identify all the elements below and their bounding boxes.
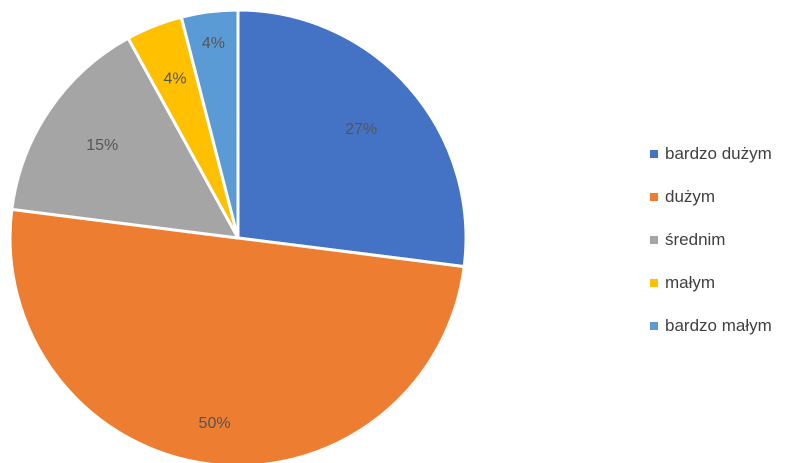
- legend-item: bardzo dużym: [650, 143, 772, 165]
- legend-label: średnim: [665, 230, 726, 249]
- legend-item: średnim: [650, 229, 772, 251]
- pie-slice-3: [10, 36, 240, 240]
- legend-label: bardzo małym: [665, 316, 772, 335]
- slice-data-label-1: 27%: [345, 121, 377, 138]
- legend-swatch: [650, 322, 658, 330]
- legend-label: małym: [665, 273, 716, 292]
- legend-item: dużym: [650, 186, 772, 208]
- slice-data-label-3: 15%: [86, 137, 118, 154]
- pie-slice-2: [8, 207, 466, 463]
- slice-data-label-2: 50%: [199, 415, 231, 432]
- legend-swatch: [650, 193, 658, 201]
- legend-label: bardzo dużym: [665, 144, 772, 163]
- pie-slice-1: [236, 8, 468, 269]
- pie-data-labels: 27% 50% 15% 4% 4%: [86, 35, 377, 432]
- pie-slices: [8, 8, 468, 463]
- legend-swatch: [650, 236, 658, 244]
- legend-swatch: [650, 279, 658, 287]
- pie-slice-5: [179, 8, 240, 240]
- pie-chart: 27% 50% 15% 4% 4%: [8, 8, 468, 463]
- chart-legend: bardzo dużym dużym średnim małym bardzo mały…: [650, 143, 772, 358]
- slice-data-label-4: 4%: [163, 71, 186, 88]
- legend-item: małym: [650, 272, 772, 294]
- slice-data-label-5: 4%: [202, 35, 225, 52]
- legend-label: dużym: [665, 187, 716, 206]
- legend-swatch: [650, 150, 658, 158]
- legend-item: bardzo małym: [650, 315, 772, 337]
